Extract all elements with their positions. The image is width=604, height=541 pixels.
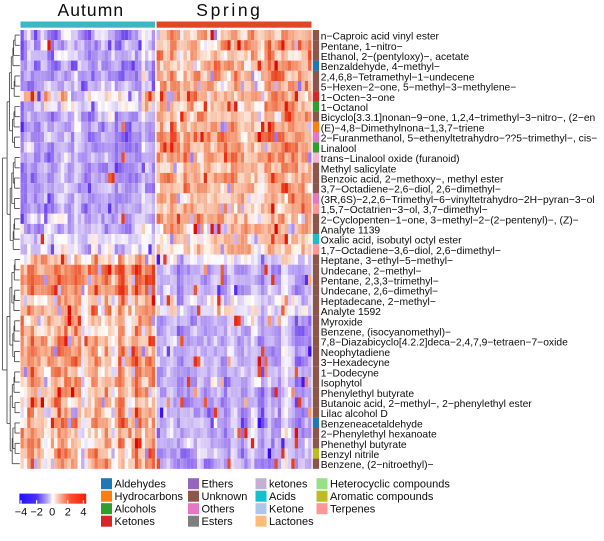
svg-text:Ethanol, 2−(pentyloxy)−, aceta: Ethanol, 2−(pentyloxy)−, acetate — [321, 52, 470, 63]
svg-text:Phenethyl butyrate: Phenethyl butyrate — [321, 440, 407, 451]
svg-text:Undecane, 2−methyl−: Undecane, 2−methyl− — [321, 266, 422, 277]
svg-text:1−Octanol: 1−Octanol — [321, 103, 368, 114]
svg-text:n−Caproic acid vinyl ester: n−Caproic acid vinyl ester — [321, 32, 440, 43]
svg-text:Lactones: Lactones — [269, 516, 314, 528]
svg-text:Esters: Esters — [202, 516, 234, 528]
svg-text:Autumn: Autumn — [58, 0, 125, 20]
svg-text:Benzene, (isocyanomethyl)−: Benzene, (isocyanomethyl)− — [321, 328, 451, 339]
svg-text:Acids: Acids — [269, 491, 296, 503]
svg-text:Aldehydes: Aldehydes — [115, 479, 167, 491]
svg-text:trans−Linalool oxide (furanoid: trans−Linalool oxide (furanoid) — [321, 154, 460, 165]
svg-text:3−Hexadecyne: 3−Hexadecyne — [321, 358, 390, 369]
svg-text:Isophytol: Isophytol — [321, 379, 362, 390]
svg-text:Hydrocarbons: Hydrocarbons — [115, 491, 184, 503]
svg-text:Undecane, 2,6−dimethyl−: Undecane, 2,6−dimethyl− — [321, 287, 438, 298]
svg-text:Ketone: Ketone — [269, 504, 304, 516]
svg-text:5−Hexen−2−one, 5−methyl−3−meth: 5−Hexen−2−one, 5−methyl−3−methylene− — [321, 83, 517, 94]
svg-text:Alcohols: Alcohols — [115, 504, 157, 516]
svg-text:Unknown: Unknown — [202, 491, 248, 503]
svg-text:1,7−Octadiene−3,6−diol, 2,6−di: 1,7−Octadiene−3,6−diol, 2,6−dimethyl− — [321, 246, 501, 257]
svg-text:Bicyclo[3.3.1]nonan−9−one, 1,2: Bicyclo[3.3.1]nonan−9−one, 1,2,4−trimeth… — [321, 113, 596, 124]
svg-text:−4: −4 — [15, 507, 28, 519]
svg-text:−2: −2 — [30, 507, 43, 519]
svg-text:2−Furanmethanol, 5−ethenyltetr: 2−Furanmethanol, 5−ethenyltetrahydro−??5… — [321, 134, 597, 145]
svg-text:3,7−Octadiene−2,6−diol, 2,6−di: 3,7−Octadiene−2,6−diol, 2,6−dimethyl− — [321, 185, 501, 196]
svg-text:Lilac alcohol D: Lilac alcohol D — [321, 409, 388, 420]
svg-text:1−Dodecyne: 1−Dodecyne — [321, 368, 379, 379]
svg-text:0: 0 — [49, 507, 55, 519]
svg-text:Phenylethyl butyrate: Phenylethyl butyrate — [321, 389, 415, 400]
svg-text:1,5,7−Octatrien−3−ol, 3,7−dime: 1,5,7−Octatrien−3−ol, 3,7−dimethyl− — [321, 205, 488, 216]
svg-text:Analyte 1592: Analyte 1592 — [321, 307, 381, 318]
svg-text:Ethers: Ethers — [202, 479, 234, 491]
svg-text:2−Phenylethyl hexanoate: 2−Phenylethyl hexanoate — [321, 430, 437, 441]
svg-text:Neophytadiene: Neophytadiene — [321, 348, 391, 359]
svg-text:Linalool: Linalool — [321, 144, 357, 155]
svg-text:Benzoic acid, 2−methoxy−, meth: Benzoic acid, 2−methoxy−, methyl ester — [321, 175, 504, 186]
svg-text:Benzeneacetaldehyde: Benzeneacetaldehyde — [321, 419, 423, 430]
svg-text:1−Octen−3−one: 1−Octen−3−one — [321, 93, 395, 104]
svg-text:2,4,6,8−Tetramethyl−1−undecene: 2,4,6,8−Tetramethyl−1−undecene — [321, 72, 475, 83]
svg-text:Pentane, 2,3,3−trimethyl−: Pentane, 2,3,3−trimethyl− — [321, 277, 439, 288]
svg-text:Benzyl nitrile: Benzyl nitrile — [321, 450, 380, 461]
svg-text:Benzene, (2−nitroethyl)−: Benzene, (2−nitroethyl)− — [321, 460, 434, 471]
svg-text:Others: Others — [202, 504, 236, 516]
svg-text:Heterocyclic compounds: Heterocyclic compounds — [330, 479, 450, 491]
svg-text:Ketones: Ketones — [115, 516, 156, 528]
svg-text:Analyte 1139: Analyte 1139 — [321, 226, 381, 237]
svg-text:Spring: Spring — [196, 0, 262, 20]
svg-text:2: 2 — [65, 507, 71, 519]
svg-text:4: 4 — [80, 507, 86, 519]
svg-text:Methyl salicylate: Methyl salicylate — [321, 164, 397, 175]
svg-text:Benzaldehyde, 4−methyl−: Benzaldehyde, 4−methyl− — [321, 62, 440, 73]
svg-text:Myroxide: Myroxide — [321, 317, 363, 328]
svg-text:Butanoic acid, 2−methyl−, 2−ph: Butanoic acid, 2−methyl−, 2−phenylethyl … — [321, 399, 533, 410]
svg-text:Aromatic compounds: Aromatic compounds — [330, 491, 434, 503]
svg-text:Heptane, 3−ethyl−5−methyl−: Heptane, 3−ethyl−5−methyl− — [321, 256, 453, 267]
svg-text:Pentane, 1−nitro−: Pentane, 1−nitro− — [321, 42, 403, 53]
svg-text:Heptadecane, 2−methyl−: Heptadecane, 2−methyl− — [321, 297, 436, 308]
svg-text:7,8−Diazabicyclo[4.2.2]deca−2,: 7,8−Diazabicyclo[4.2.2]deca−2,4,7,9−tetr… — [321, 338, 568, 349]
svg-text:Terpenes: Terpenes — [330, 504, 376, 516]
svg-text:Oxalic acid, isobutyl octyl es: Oxalic acid, isobutyl octyl ester — [321, 236, 462, 247]
svg-text:(E)−4,8−Dimethylnona−1,3,7−tri: (E)−4,8−Dimethylnona−1,3,7−triene — [321, 123, 485, 134]
svg-text:ketones: ketones — [269, 479, 308, 491]
svg-text:2−Cyclopenten−1−one, 3−methyl−: 2−Cyclopenten−1−one, 3−methyl−2−(2−pente… — [321, 215, 579, 226]
svg-text:(3R,6S)−2,2,6−Trimethyl−6−viny: (3R,6S)−2,2,6−Trimethyl−6−vinyltetrahydr… — [321, 195, 595, 206]
